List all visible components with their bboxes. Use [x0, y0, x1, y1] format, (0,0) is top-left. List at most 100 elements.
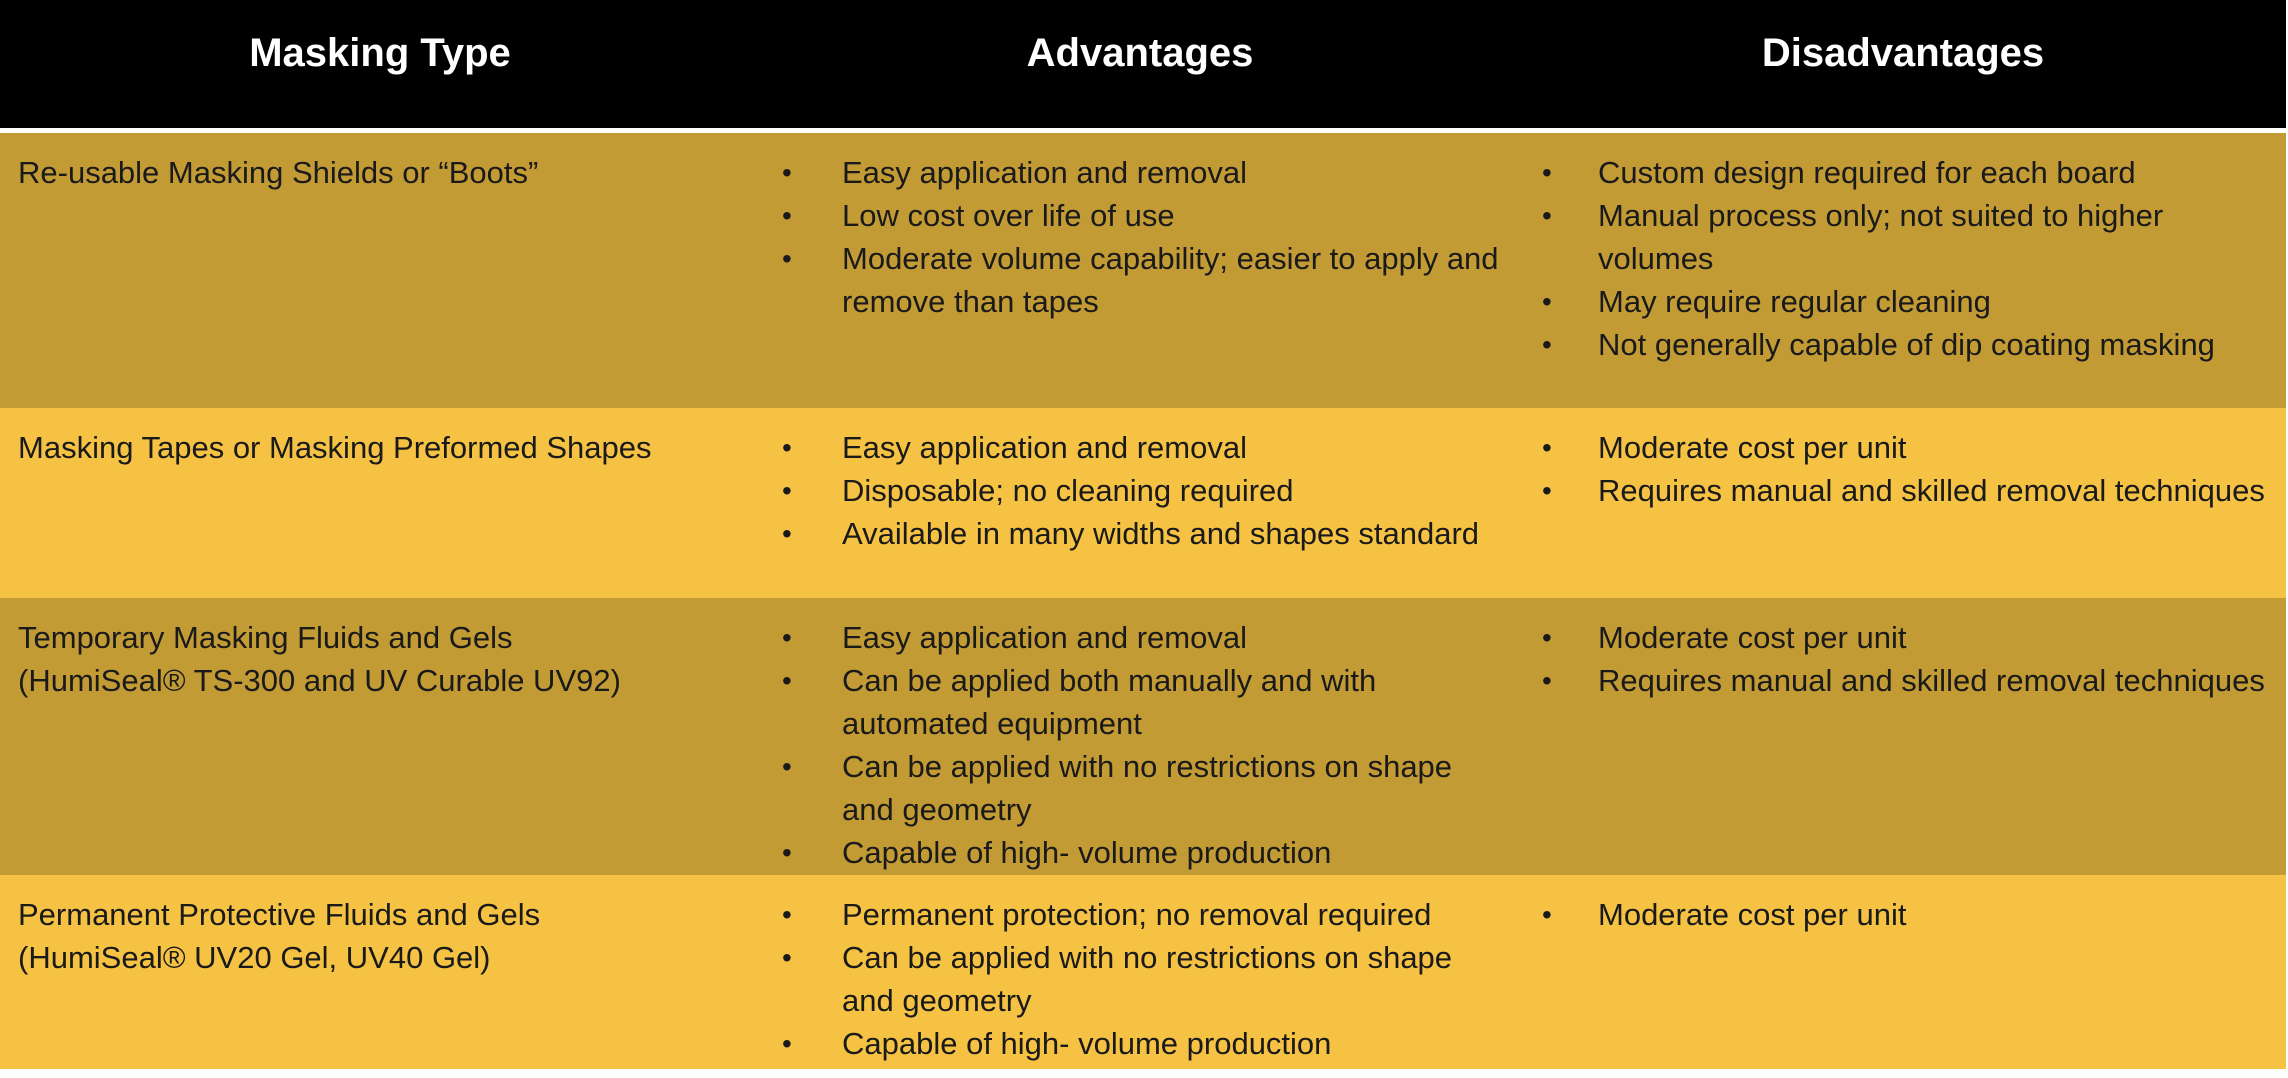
bullet-icon: •	[782, 664, 792, 696]
disadvantage-item-text: Moderate cost per unit	[1598, 896, 1907, 932]
bullet-icon: •	[782, 200, 792, 231]
disadvantage-item: • Not generally capable of dip coating ma…	[1520, 323, 2286, 366]
disadvantage-item-text: Moderate cost per unit	[1598, 619, 1907, 655]
bullet-icon: •	[782, 898, 792, 930]
advantage-item: • Low cost over life of use	[760, 194, 1520, 237]
header-disadvantages: Disadvantages	[1520, 0, 2286, 133]
advantages-list: • Permanent protection; no removal requir…	[760, 893, 1520, 1065]
bullet-icon: •	[1542, 431, 1552, 463]
disadvantage-item: • May require regular cleaning	[1520, 280, 2286, 323]
disadvantage-item-text: Requires manual and skilled removal tech…	[1598, 662, 2265, 698]
masking-type-text: (HumiSeal® TS-300 and UV Curable UV92)	[18, 662, 621, 698]
bullet-icon: •	[782, 750, 792, 782]
advantages-cell: • Easy application and removal • Disposable…	[760, 407, 1520, 598]
advantages-list: • Easy application and removal • Disposable…	[760, 426, 1520, 555]
masking-type-cell: Masking Tapes or Masking Preformed Shape…	[0, 407, 760, 598]
bullet-icon: •	[782, 157, 792, 188]
advantage-item-text: Capable of high- volume production	[842, 1025, 1332, 1061]
advantage-item: • Capable of high- volume production	[760, 1022, 1520, 1065]
disadvantage-item-text: Requires manual and skilled removal tech…	[1598, 472, 2265, 508]
bullet-icon: •	[1542, 898, 1552, 930]
advantage-item: • Can be applied both manually and with a…	[760, 659, 1520, 745]
bullet-icon: •	[782, 1027, 792, 1059]
advantages-cell: • Easy application and removal • Low cost o…	[760, 130, 1520, 408]
advantage-item-text: Easy application and removal	[842, 155, 1247, 190]
disadvantage-item: • Moderate cost per unit	[1520, 426, 2286, 469]
advantage-item-text: Easy application and removal	[842, 429, 1247, 465]
bullet-icon: •	[782, 243, 792, 274]
disadvantages-cell: • Moderate cost per unit	[1520, 874, 2286, 1069]
disadvantages-list: • Custom design required for each board • M…	[1520, 151, 2286, 366]
disadvantage-item-text: Not generally capable of dip coating mas…	[1598, 327, 2215, 362]
disadvantage-item: • Requires manual and skilled removal tec…	[1520, 469, 2286, 512]
masking-type-text: (HumiSeal® UV20 Gel, UV40 Gel)	[18, 939, 491, 975]
advantage-item-text: Low cost over life of use	[842, 198, 1175, 233]
bullet-icon: •	[1542, 329, 1552, 360]
table-body: Re-usable Masking Shields or “Boots” • Eas…	[0, 130, 2286, 1069]
advantage-item-text: Capable of high- volume production	[842, 834, 1332, 870]
bullet-icon: •	[782, 517, 792, 549]
masking-type-cell: Permanent Protective Fluids and Gels (Hum…	[0, 874, 760, 1069]
advantage-item-text: Can be applied both manually and with au…	[842, 662, 1377, 741]
header-advantages: Advantages	[760, 0, 1520, 133]
advantage-item-text: Disposable; no cleaning required	[842, 472, 1294, 508]
advantage-item: • Can be applied with no restrictions on …	[760, 745, 1520, 831]
disadvantage-item: • Requires manual and skilled removal tec…	[1520, 659, 2286, 702]
disadvantages-cell: • Moderate cost per unit • Requires manual …	[1520, 407, 2286, 598]
masking-type-text: Re-usable Masking Shields or “Boots”	[18, 155, 539, 190]
disadvantage-item-text: May require regular cleaning	[1598, 284, 1991, 319]
masking-type-cell: Temporary Masking Fluids and Gels (HumiSe…	[0, 597, 760, 875]
disadvantage-item-text: Custom design required for each board	[1598, 155, 2136, 190]
advantage-item: • Moderate volume capability; easier to a…	[760, 237, 1520, 323]
advantage-item: • Easy application and removal	[760, 151, 1520, 194]
table-header-row: Masking Type Advantages Disadvantages	[0, 0, 2286, 133]
advantages-cell: • Easy application and removal • Can be app…	[760, 597, 1520, 875]
table-row: Permanent Protective Fluids and Gels (Hum…	[0, 874, 2286, 1069]
advantage-item: • Capable of high- volume production	[760, 831, 1520, 874]
disadvantage-item: • Manual process only; not suited to high…	[1520, 194, 2286, 280]
advantages-list: • Easy application and removal • Can be app…	[760, 616, 1520, 874]
table-row: Re-usable Masking Shields or “Boots” • Eas…	[0, 130, 2286, 408]
disadvantage-item: • Moderate cost per unit	[1520, 616, 2286, 659]
advantage-item: • Can be applied with no restrictions on …	[760, 936, 1520, 1022]
disadvantage-item: • Moderate cost per unit	[1520, 893, 2286, 936]
bullet-icon: •	[1542, 286, 1552, 317]
disadvantages-list: • Moderate cost per unit • Requires manual …	[1520, 616, 2286, 702]
bullet-icon: •	[782, 836, 792, 868]
advantage-item-text: Available in many widths and shapes stan…	[842, 515, 1480, 551]
disadvantages-cell: • Custom design required for each board • M…	[1520, 130, 2286, 408]
masking-type-text: Masking Tapes or Masking Preformed Shape…	[18, 429, 652, 465]
masking-type-text: Permanent Protective Fluids and Gels	[18, 896, 541, 932]
masking-type-cell: Re-usable Masking Shields or “Boots”	[0, 130, 760, 408]
bullet-icon: •	[1542, 157, 1552, 188]
bullet-icon: •	[1542, 664, 1552, 696]
advantage-item-text: Permanent protection; no removal require…	[842, 896, 1432, 932]
disadvantage-item-text: Moderate cost per unit	[1598, 429, 1907, 465]
advantage-item: • Easy application and removal	[760, 426, 1520, 469]
advantages-list: • Easy application and removal • Low cost o…	[760, 151, 1520, 323]
disadvantage-item: • Custom design required for each board	[1520, 151, 2286, 194]
disadvantages-cell: • Moderate cost per unit • Requires manual …	[1520, 597, 2286, 875]
bullet-icon: •	[1542, 474, 1552, 506]
bullet-icon: •	[1542, 200, 1552, 231]
disadvantages-list: • Moderate cost per unit • Requires manual …	[1520, 426, 2286, 512]
advantage-item: • Disposable; no cleaning required	[760, 469, 1520, 512]
bullet-icon: •	[782, 621, 792, 653]
bullet-icon: •	[782, 474, 792, 506]
table-row: Temporary Masking Fluids and Gels (HumiSe…	[0, 597, 2286, 875]
advantage-item: • Permanent protection; no removal requir…	[760, 893, 1520, 936]
advantage-item-text: Moderate volume capability; easier to ap…	[842, 241, 1499, 319]
header-masking-type: Masking Type	[0, 0, 760, 133]
disadvantage-item-text: Manual process only; not suited to highe…	[1598, 198, 2164, 276]
table-row: Masking Tapes or Masking Preformed Shape…	[0, 407, 2286, 598]
advantage-item: • Easy application and removal	[760, 616, 1520, 659]
advantage-item-text: Can be applied with no restrictions on s…	[842, 748, 1453, 827]
masking-type-text: Temporary Masking Fluids and Gels	[18, 619, 513, 655]
disadvantages-list: • Moderate cost per unit	[1520, 893, 2286, 936]
bullet-icon: •	[782, 941, 792, 973]
bullet-icon: •	[782, 431, 792, 463]
advantage-item: • Available in many widths and shapes sta…	[760, 512, 1520, 555]
advantages-cell: • Permanent protection; no removal requir…	[760, 874, 1520, 1069]
advantage-item-text: Easy application and removal	[842, 619, 1247, 655]
